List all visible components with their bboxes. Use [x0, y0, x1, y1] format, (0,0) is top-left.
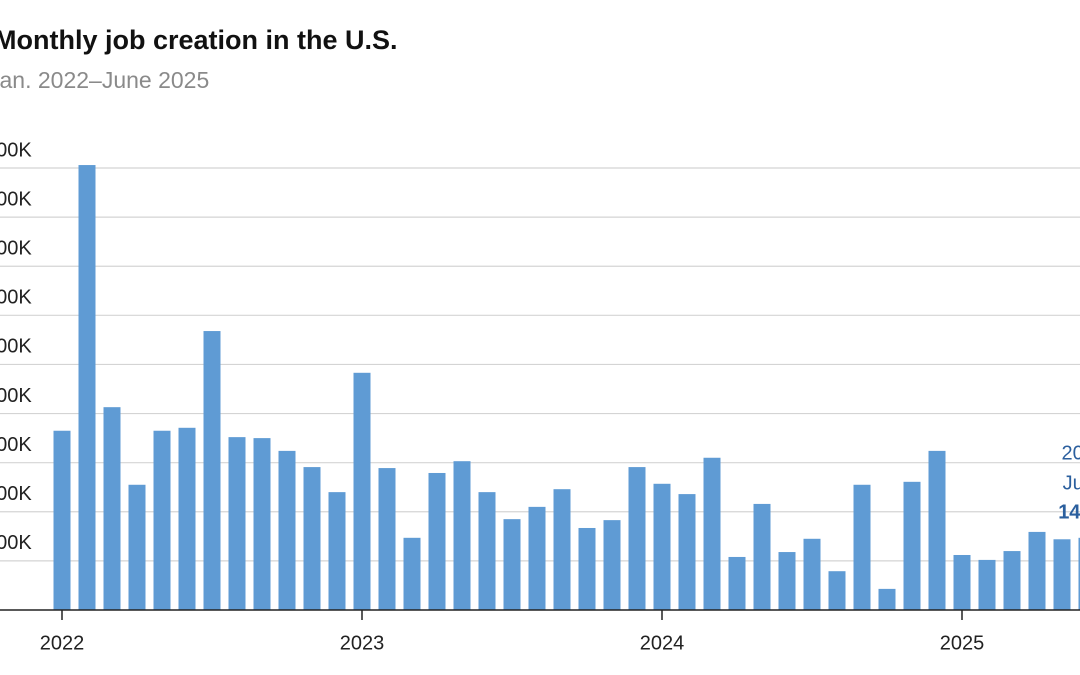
bar: [353, 372, 371, 610]
bar: [328, 492, 346, 610]
bar: [78, 165, 96, 610]
y-tick-label: 700K: [0, 238, 32, 260]
bar: [728, 556, 746, 610]
bar: [453, 461, 471, 610]
bar: [678, 494, 696, 610]
x-tick-label: 2025: [940, 632, 985, 654]
bar: [953, 554, 971, 610]
chart-subtitle: Jan. 2022–June 2025: [0, 67, 209, 93]
bar: [1078, 537, 1080, 610]
bar: [128, 484, 146, 610]
value-label: 147K: [1058, 501, 1080, 523]
bar: [828, 571, 846, 610]
bar: [603, 520, 621, 610]
bar: [778, 552, 796, 610]
annotation-month: June: [1063, 472, 1080, 494]
y-tick-label: 800K: [0, 188, 32, 210]
y-tick-label: 200K: [0, 483, 32, 505]
bar: [228, 437, 246, 610]
bar: [978, 559, 996, 610]
bar: [103, 407, 121, 610]
bar: [253, 438, 271, 610]
bar: [153, 430, 171, 610]
bar: [553, 489, 571, 610]
annotation-year: 2025: [1062, 442, 1080, 464]
bar: [403, 537, 421, 610]
bar: [903, 481, 921, 610]
bar: [178, 427, 196, 610]
bar: [528, 506, 546, 610]
bar: [1053, 539, 1071, 610]
bar: [653, 483, 671, 610]
y-tick-label: 600K: [0, 287, 32, 309]
bar: [503, 519, 521, 610]
y-tick-label: 400K: [0, 385, 32, 407]
x-tick-label: 2024: [640, 632, 685, 654]
bar: [803, 538, 821, 610]
bar: [628, 467, 646, 610]
bar: [203, 331, 221, 610]
chart-title: Monthly job creation in the U.S.: [0, 25, 398, 55]
x-tick-label: 2023: [340, 632, 385, 654]
y-tick-label: 100K: [0, 532, 32, 554]
bar: [53, 430, 71, 610]
y-tick-label: 900K: [0, 139, 32, 161]
bar: [753, 503, 771, 610]
bar: [578, 527, 596, 610]
bar: [378, 468, 396, 610]
y-tick-label: 300K: [0, 434, 32, 456]
bar: [1028, 531, 1046, 610]
bar: [928, 450, 946, 610]
bar: [703, 457, 721, 610]
bar: [278, 450, 296, 610]
bar: [303, 467, 321, 610]
bar: [853, 484, 871, 610]
x-tick-label: 2022: [40, 632, 85, 654]
bar: [478, 492, 496, 610]
bar: [878, 588, 896, 610]
bar: [1003, 551, 1021, 610]
bar: [428, 472, 446, 610]
